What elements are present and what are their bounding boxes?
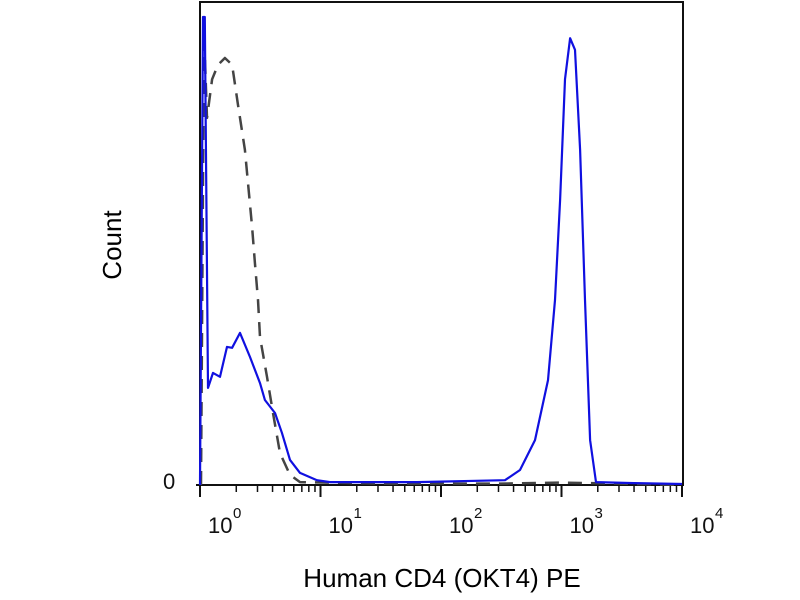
x-tick-label-1: 10	[329, 513, 353, 538]
y-tick-label-0: 0	[163, 469, 175, 494]
x-tick-exponent-3: 3	[595, 505, 603, 522]
x-axis-title: Human CD4 (OKT4) PE	[303, 563, 580, 593]
series-line-cd4-solid	[198, 15, 683, 486]
x-tick-label-0: 10	[208, 513, 232, 538]
x-tick-exponent-4: 4	[715, 505, 723, 522]
series-line-control-dashed	[199, 29, 683, 487]
x-tick-label-2: 10	[449, 513, 473, 538]
x-tick-label-3: 10	[570, 513, 594, 538]
y-axis-title: Count	[97, 210, 127, 280]
x-tick-exponent-0: 0	[233, 505, 241, 522]
series-group	[198, 15, 683, 487]
x-axis-ticks	[196, 484, 683, 497]
plot-frame	[199, 1, 684, 486]
x-tick-exponent-2: 2	[474, 505, 482, 522]
x-tick-exponent-1: 1	[354, 505, 362, 522]
x-tick-label-4: 10	[690, 513, 714, 538]
x-tick-labels: 10 0 10 1 10 2 10 3 10 4	[208, 505, 723, 538]
